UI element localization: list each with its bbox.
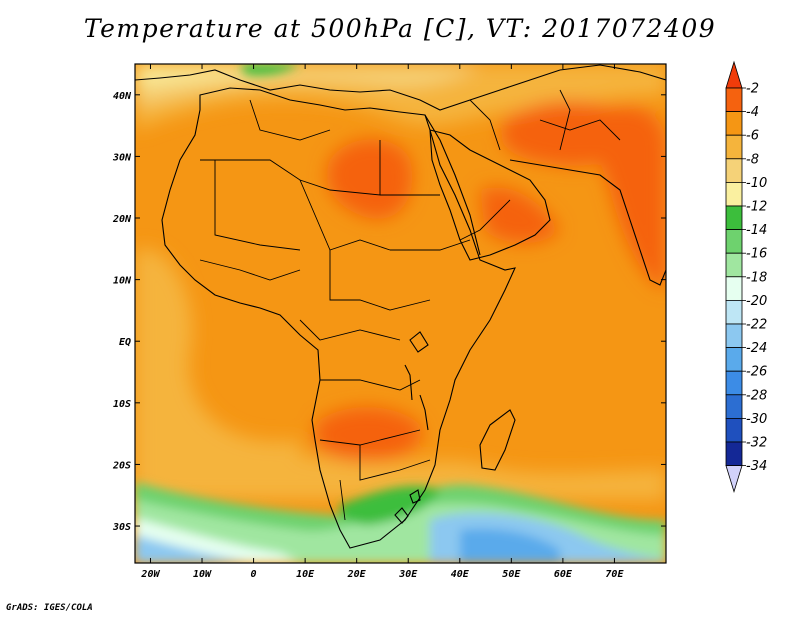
x-tick-label: 20E	[347, 569, 367, 580]
colorbar-swatch	[725, 347, 743, 372]
colorbar-swatch	[725, 276, 743, 301]
map-title: Temperature at 500hPa [C], VT: 201707240…	[83, 14, 717, 43]
x-axis: 20W 10W 0 10E 20E 30E 40E 50E 60E 70E	[140, 64, 624, 580]
country-borders	[199, 89, 621, 521]
colorbar-swatch	[725, 229, 743, 254]
colorbar-label: -6	[746, 129, 759, 144]
colorbar-swatch	[725, 87, 743, 113]
colorbar-swatch	[725, 205, 743, 231]
y-tick-label: 20N	[112, 214, 132, 225]
colorbar-swatch	[725, 181, 743, 207]
y-tick-label: 30N	[112, 152, 132, 163]
temperature-field	[135, 64, 666, 563]
colorbar-label: -26	[746, 365, 767, 380]
x-tick-label: 10E	[296, 569, 315, 580]
colorbar: -2 -4 -6 -8 -10 -12 -14 -16 -18 -20 -22 -24 -26 -28 -3…	[725, 60, 767, 493]
colorbar-label: -22	[746, 318, 767, 333]
colorbar-label: -4	[746, 105, 759, 120]
x-tick-label: 30E	[398, 569, 418, 580]
x-tick-label: 70E	[605, 569, 624, 580]
colorbar-swatch	[725, 370, 743, 396]
x-tick-label: 20W	[140, 569, 160, 580]
colorbar-label: -12	[746, 200, 767, 215]
colorbar-swatch	[725, 417, 743, 443]
colorbar-label: -14	[746, 223, 767, 238]
credit-label: GrADS: IGES/COLA	[6, 603, 93, 613]
colorbar-under-triangle	[725, 465, 743, 493]
colorbar-label: -2	[746, 82, 759, 97]
colorbar-swatch	[725, 252, 743, 278]
colorbar-label: -24	[746, 341, 767, 356]
colorbar-label: -20	[746, 294, 767, 309]
x-tick-label: 10W	[193, 569, 212, 580]
colorbar-over-triangle	[725, 60, 743, 89]
y-tick-label: 10S	[113, 399, 131, 410]
colorbar-label: -18	[746, 270, 767, 285]
y-tick-label: EQ	[119, 337, 131, 348]
colorbar-label: -8	[746, 152, 759, 167]
x-tick-label: 40E	[451, 569, 470, 580]
coastline	[135, 64, 666, 549]
y-tick-label: 40N	[113, 91, 132, 102]
colorbar-label: -34	[746, 459, 767, 474]
colorbar-label: -16	[746, 247, 767, 262]
colorbar-swatch	[725, 394, 743, 419]
y-axis: 40N 30N 20N 10N EQ 10S 20S 30S	[112, 91, 666, 533]
x-tick-label: 60E	[554, 569, 573, 580]
colorbar-label: -30	[746, 412, 767, 427]
colorbar-swatch	[725, 134, 743, 160]
colorbar-swatch	[725, 299, 743, 325]
plot-frame	[134, 63, 667, 564]
colorbar-swatch	[725, 323, 743, 349]
colorbar-swatch	[725, 158, 743, 183]
colorbar-swatch	[725, 111, 743, 136]
colorbar-label: -32	[746, 436, 767, 451]
x-tick-label: 0	[251, 569, 257, 580]
x-tick-label: 50E	[502, 569, 521, 580]
colorbar-swatch	[725, 441, 743, 467]
y-tick-label: 10N	[113, 276, 132, 287]
y-tick-label: 20S	[112, 460, 131, 471]
colorbar-label: -28	[746, 388, 767, 403]
colorbar-label: -10	[746, 176, 767, 191]
y-tick-label: 30S	[112, 522, 131, 533]
